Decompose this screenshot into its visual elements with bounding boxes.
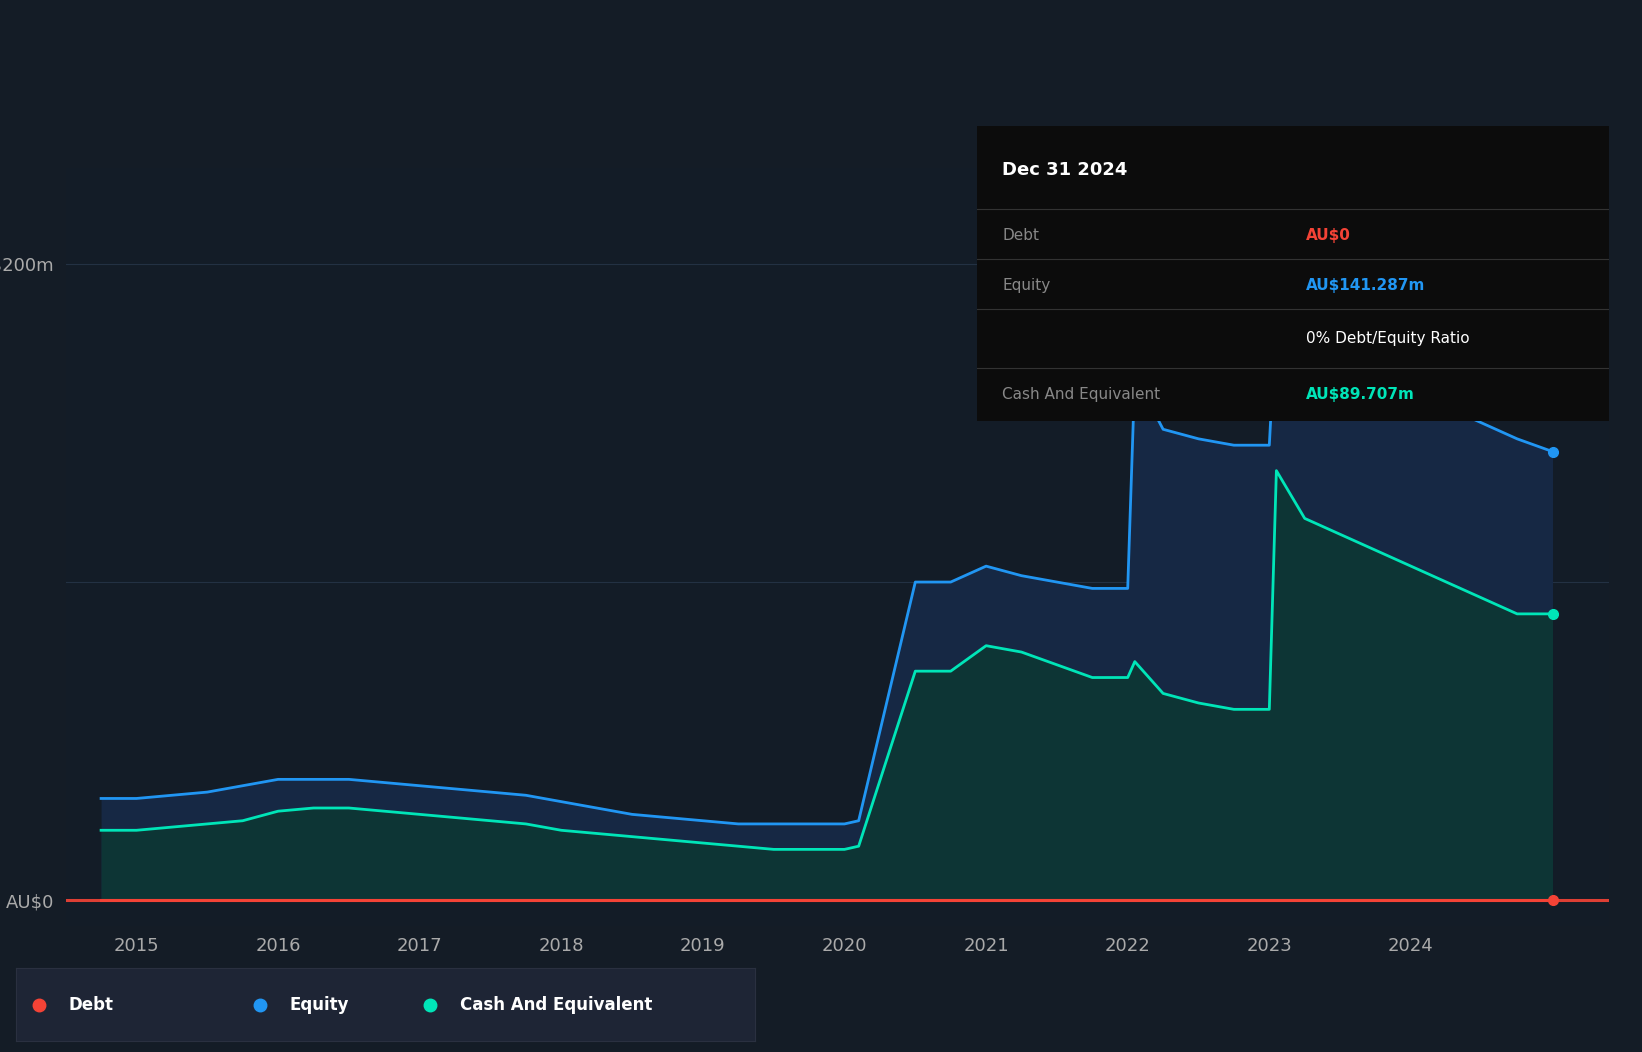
- Text: Debt: Debt: [1002, 227, 1039, 243]
- Text: Debt: Debt: [69, 995, 113, 1014]
- Text: Dec 31 2024: Dec 31 2024: [1002, 161, 1128, 180]
- Text: 0% Debt/Equity Ratio: 0% Debt/Equity Ratio: [1305, 330, 1470, 346]
- Text: Equity: Equity: [1002, 278, 1051, 292]
- Text: Cash And Equivalent: Cash And Equivalent: [460, 995, 652, 1014]
- Text: AU$89.707m: AU$89.707m: [1305, 387, 1415, 402]
- Text: AU$141.287m: AU$141.287m: [1305, 278, 1425, 292]
- Text: Cash And Equivalent: Cash And Equivalent: [1002, 387, 1161, 402]
- Text: AU$0: AU$0: [1305, 227, 1351, 243]
- Text: Equity: Equity: [291, 995, 350, 1014]
